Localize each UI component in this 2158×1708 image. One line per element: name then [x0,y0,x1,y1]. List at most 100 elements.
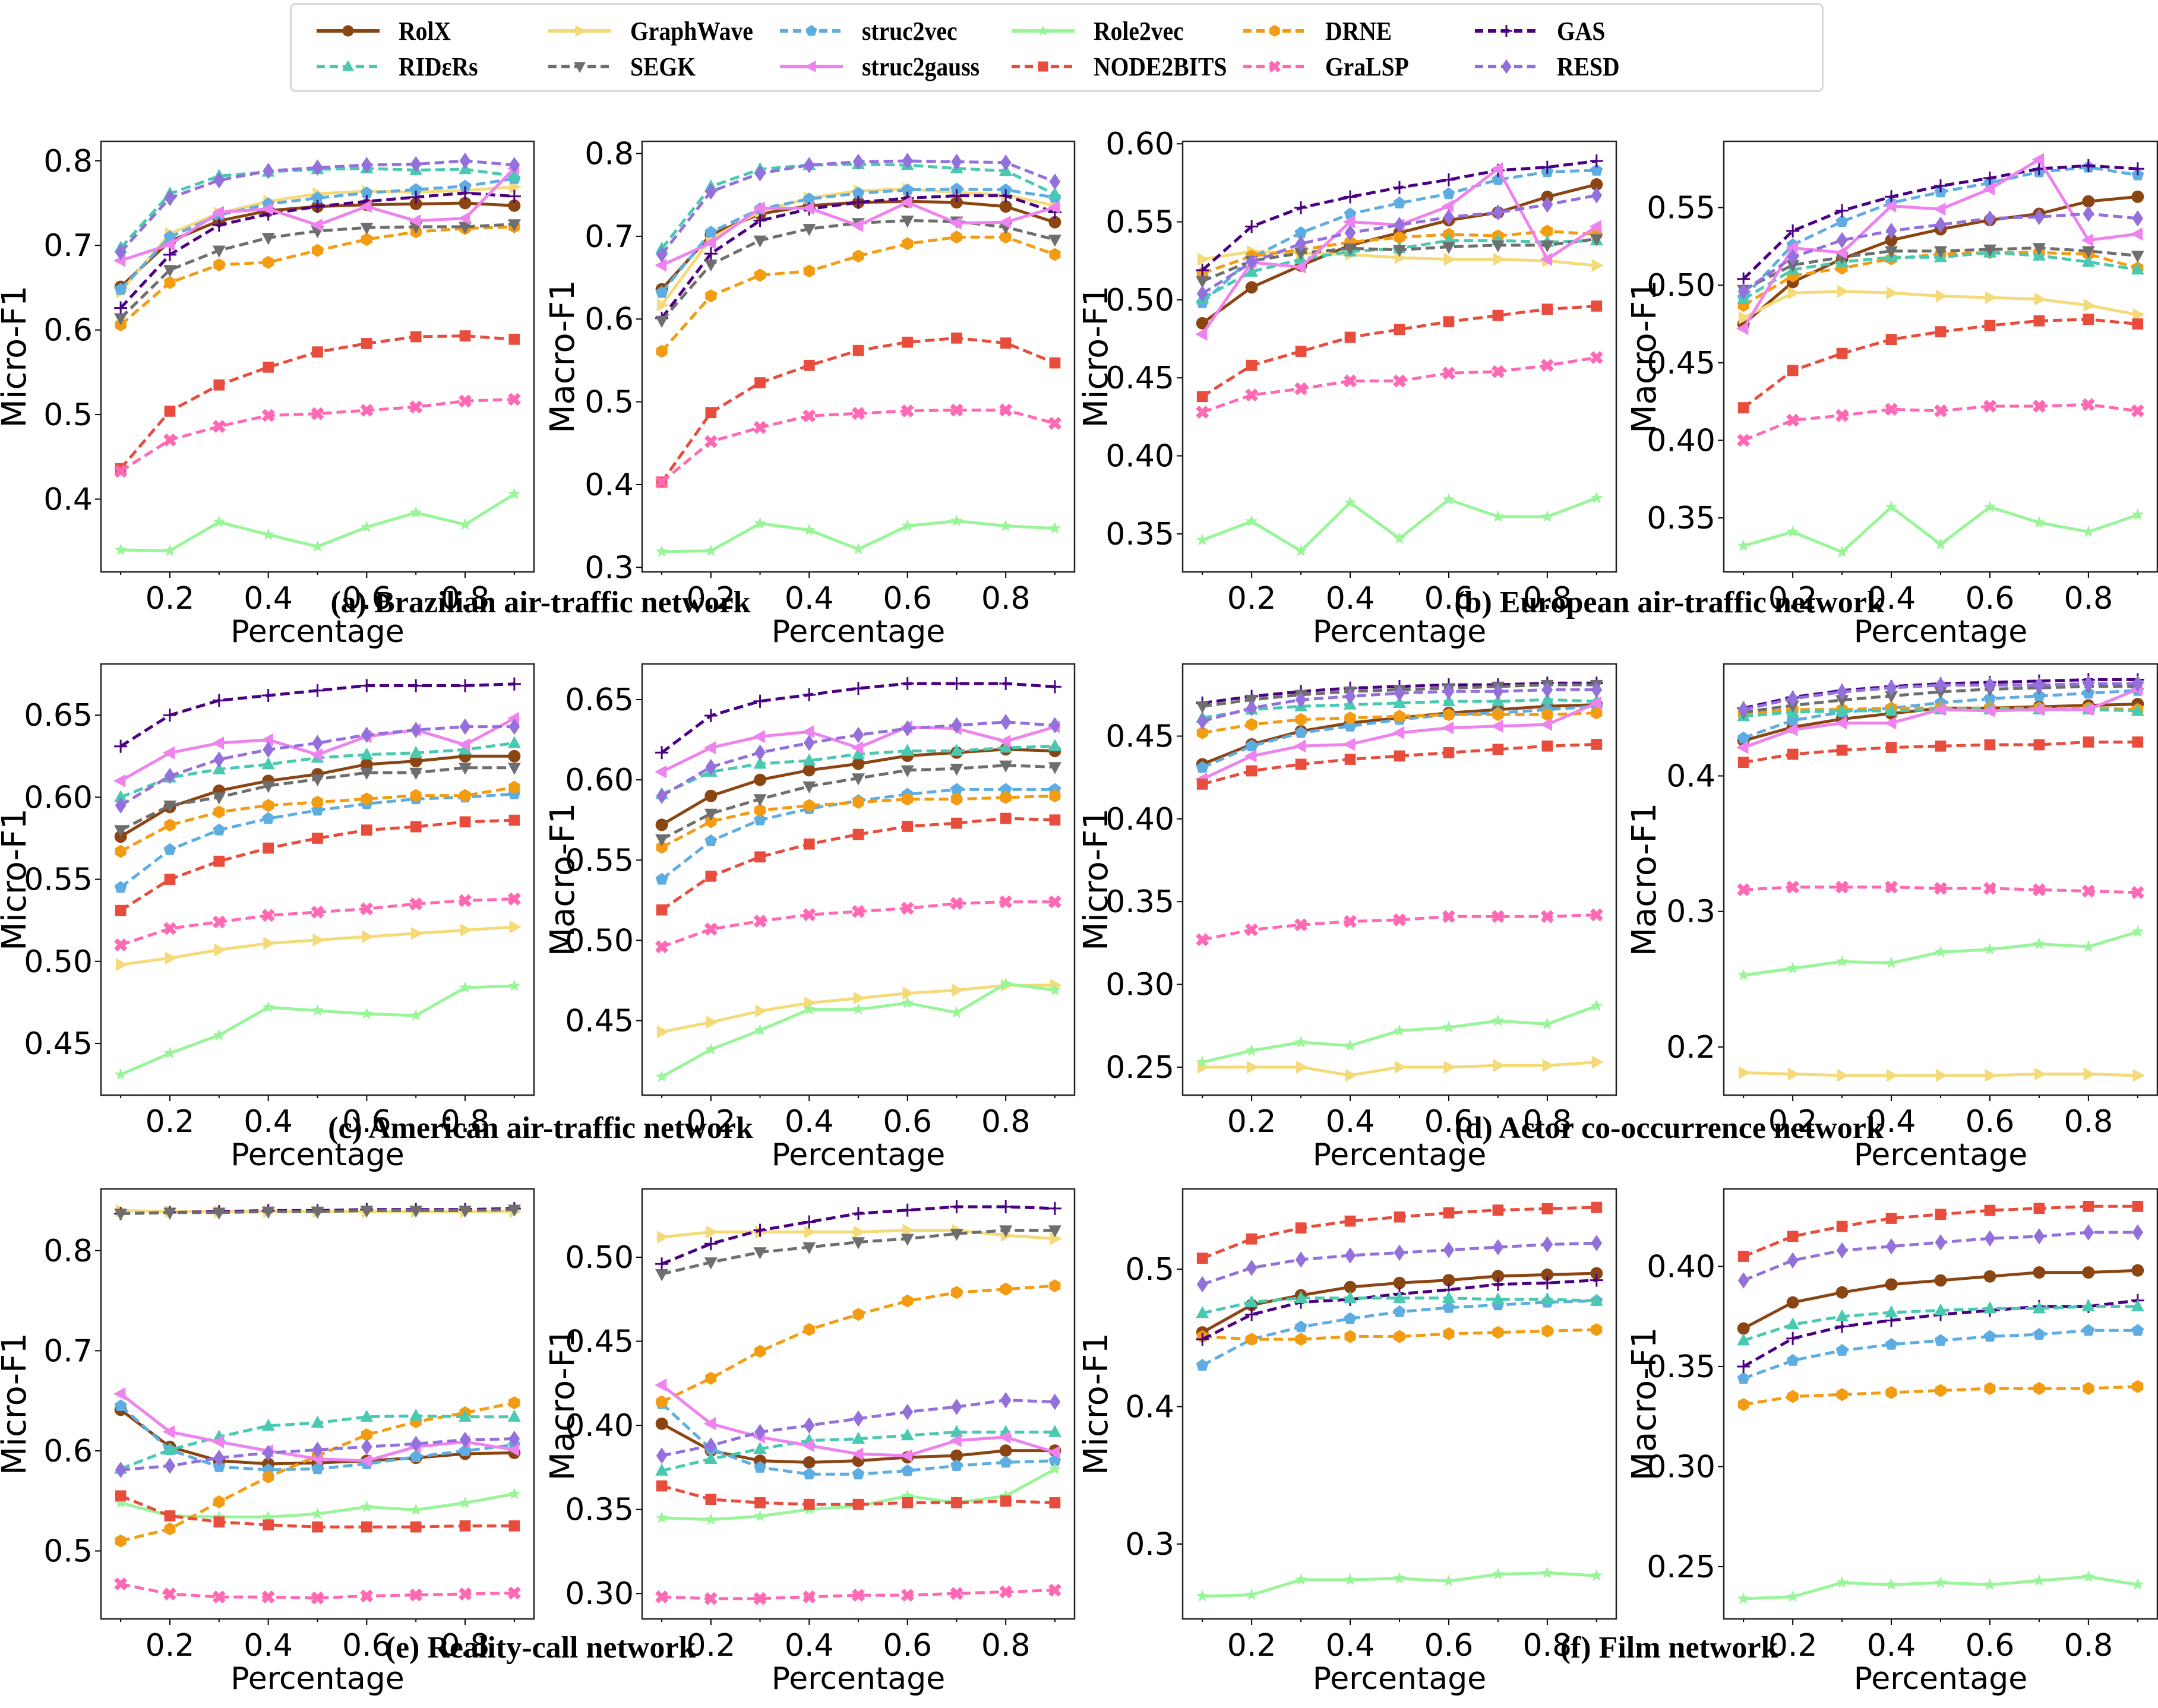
data-point [705,407,717,419]
data-point [852,344,864,356]
y-tick-label: 0.3 [1125,1527,1174,1562]
data-point [1835,545,1849,558]
data-point [163,922,176,935]
data-point [1934,1334,1947,1346]
plot-frame [100,140,535,573]
data-point [1196,285,1208,302]
data-point [1196,1276,1208,1293]
data-point [1590,178,1603,191]
data-point [753,214,767,227]
subplot-f-micro-f1: 0.3 0.4 0.5 0.2 0.4 0.6 0.8 Percentage Micro-F1 [1079,1188,1617,1697]
series-rolx [1737,1264,2144,1335]
data-point [1392,726,1405,739]
data-point [950,189,963,203]
series-rolx [655,195,1061,296]
data-point [1490,719,1503,733]
legend-label: RolX [399,16,451,46]
data-point [459,679,472,692]
series-line-node2bits [1743,741,2138,764]
data-point [409,214,421,227]
data-point [459,394,472,408]
data-point [213,751,225,768]
x-tick-label: 0.4 [1326,581,1375,616]
data-point [656,904,668,916]
data-point [1246,254,1257,271]
x-tick-label: 0.2 [1227,1104,1277,1140]
data-point [409,745,423,758]
data-point [1985,1068,1998,1082]
data-point [1786,723,1798,736]
data-point [1787,690,1799,707]
data-point [1491,240,1505,252]
data-point [852,1237,865,1250]
data-point [2131,703,2144,716]
data-point [1590,163,1603,176]
data-point [360,747,374,760]
legend-label: RESD [1557,52,1620,81]
data-point [754,851,766,863]
data-point [2033,1574,2046,1586]
data-point [2083,1067,2096,1081]
series-gralsp [114,393,521,478]
series-line-drne [661,1284,1056,1403]
x-axis: 0.2 0.4 0.6 0.8 [661,572,1056,616]
legend-marker-icon [1037,25,1049,36]
y-tick-label: 0.55 [565,843,634,878]
data-point [1541,1203,1553,1214]
data-point [656,840,668,854]
data-point [1197,252,1210,266]
data-point [1196,1333,1209,1346]
data-point [802,1215,816,1229]
x-tick-label: 0.2 [1768,1104,1818,1140]
data-point [2131,262,2144,275]
data-point [1294,739,1306,753]
data-point [1934,537,1947,550]
data-point [261,233,275,245]
data-point [162,1425,175,1438]
series-line-gralsp [662,1589,1055,1601]
data-point [1196,1589,1209,1602]
data-point [1492,744,1504,755]
y-tick-label: 0.40 [565,1408,634,1444]
data-point [1541,708,1553,722]
data-point [655,940,669,954]
data-point [211,205,225,219]
data-point [1836,347,1848,359]
legend-marker-icon [342,60,354,71]
data-point [852,153,864,170]
data-point [409,400,423,414]
data-point [902,336,914,348]
y-tick-label: 0.35 [1647,1349,1715,1385]
data-point [1393,1291,1406,1303]
data-point [852,1498,864,1510]
data-point [852,796,864,809]
data-point [999,1225,1013,1238]
data-point [950,230,962,244]
data-point [1540,718,1553,731]
series-gralsp [114,892,521,952]
data-point [656,246,668,263]
data-point [312,795,323,809]
y-axis-label: Micro-F1 [1079,286,1116,428]
data-point [114,1209,128,1221]
series-line-gralsp [661,409,1056,483]
data-point [1195,327,1208,341]
data-point [114,543,127,555]
data-point [1885,1305,1898,1318]
data-point [1589,696,1602,710]
data-point [901,1589,914,1602]
subplot-c-micro-f1: 0.45 0.50 0.55 0.60 0.65 0.2 0.4 0.6 0.8 Percenta… [0,663,535,1173]
data-point [1049,789,1061,803]
data-point [901,183,914,195]
series-riders [1196,1291,1603,1318]
data-point [508,979,521,992]
plot-frame [641,663,1076,1096]
plot-frame [100,663,535,1096]
data-point [999,783,1012,795]
data-point [999,1444,1012,1457]
series-node2bits [1737,1200,2144,1262]
data-point [704,1257,718,1270]
data-point [213,823,226,836]
series-struc2gauss [655,195,1060,272]
data-point [1442,366,1455,380]
